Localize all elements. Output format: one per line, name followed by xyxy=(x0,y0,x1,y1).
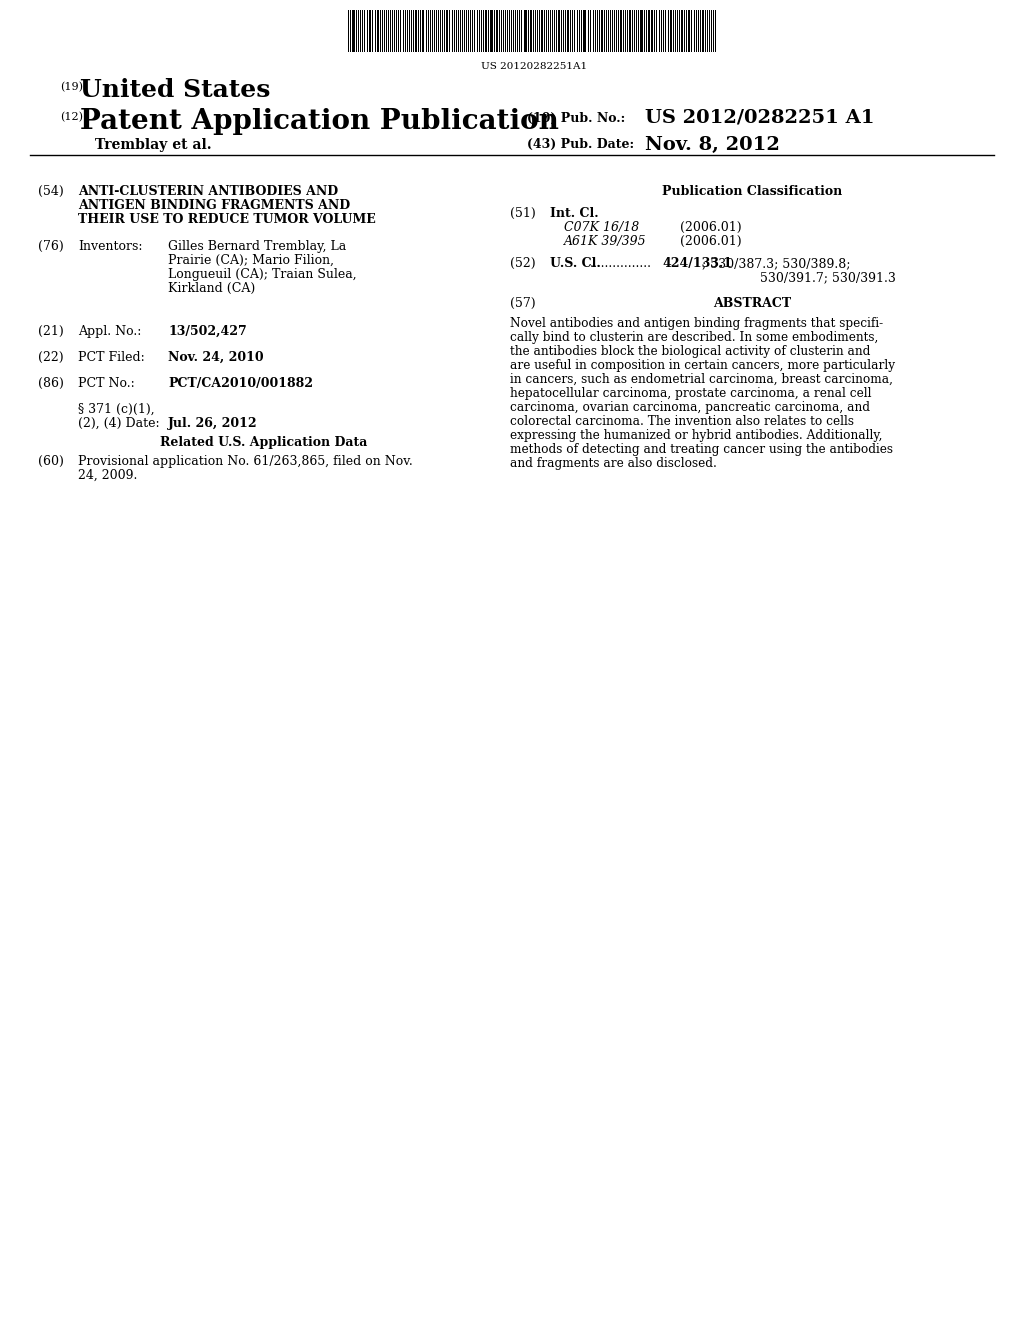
Text: C07K 16/18: C07K 16/18 xyxy=(564,220,639,234)
Bar xyxy=(688,11,690,51)
Text: (2006.01): (2006.01) xyxy=(680,220,741,234)
Bar xyxy=(601,11,603,51)
Text: Provisional application No. 61/263,865, filed on Nov.: Provisional application No. 61/263,865, … xyxy=(78,455,413,469)
Text: ANTIGEN BINDING FRAGMENTS AND: ANTIGEN BINDING FRAGMENTS AND xyxy=(78,199,350,213)
Text: 13/502,427: 13/502,427 xyxy=(168,325,247,338)
Text: in cancers, such as endometrial carcinoma, breast carcinoma,: in cancers, such as endometrial carcinom… xyxy=(510,374,893,385)
Bar xyxy=(530,11,532,51)
Bar xyxy=(485,11,487,51)
Text: Nov. 8, 2012: Nov. 8, 2012 xyxy=(645,136,780,154)
Bar xyxy=(648,11,650,51)
Text: ABSTRACT: ABSTRACT xyxy=(713,297,792,310)
Text: cally bind to clusterin are described. In some embodiments,: cally bind to clusterin are described. I… xyxy=(510,331,879,345)
Text: A61K 39/395: A61K 39/395 xyxy=(564,235,646,248)
Text: Tremblay et al.: Tremblay et al. xyxy=(95,139,212,152)
Bar xyxy=(681,11,683,51)
Bar xyxy=(422,11,424,51)
Text: are useful in composition in certain cancers, more particularly: are useful in composition in certain can… xyxy=(510,359,895,372)
Text: Nov. 24, 2010: Nov. 24, 2010 xyxy=(168,351,263,364)
Text: US 2012/0282251 A1: US 2012/0282251 A1 xyxy=(645,110,874,127)
Bar xyxy=(369,11,371,51)
Text: 24, 2009.: 24, 2009. xyxy=(78,469,137,482)
Text: (76): (76) xyxy=(38,240,63,253)
Text: THEIR USE TO REDUCE TUMOR VOLUME: THEIR USE TO REDUCE TUMOR VOLUME xyxy=(78,213,376,226)
Text: ANTI-CLUSTERIN ANTIBODIES AND: ANTI-CLUSTERIN ANTIBODIES AND xyxy=(78,185,338,198)
Text: Patent Application Publication: Patent Application Publication xyxy=(80,108,559,135)
Text: Appl. No.:: Appl. No.: xyxy=(78,325,141,338)
Text: (21): (21) xyxy=(38,325,63,338)
Text: (57): (57) xyxy=(510,297,536,310)
Bar xyxy=(524,11,527,51)
Bar xyxy=(352,11,355,51)
Bar xyxy=(446,11,449,51)
Bar xyxy=(583,11,586,51)
Text: Gilles Bernard Tremblay, La: Gilles Bernard Tremblay, La xyxy=(168,240,346,253)
Text: Jul. 26, 2012: Jul. 26, 2012 xyxy=(168,417,258,430)
Text: (2006.01): (2006.01) xyxy=(680,235,741,248)
Bar xyxy=(670,11,672,51)
Text: Inventors:: Inventors: xyxy=(78,240,142,253)
Bar xyxy=(629,11,631,51)
Text: (51): (51) xyxy=(510,207,536,220)
Text: (52): (52) xyxy=(510,257,536,271)
Text: Kirkland (CA): Kirkland (CA) xyxy=(168,282,255,294)
Text: 424/133.1: 424/133.1 xyxy=(662,257,732,271)
Text: (86): (86) xyxy=(38,378,63,389)
Text: carcinoma, ovarian carcinoma, pancreatic carcinoma, and: carcinoma, ovarian carcinoma, pancreatic… xyxy=(510,401,870,414)
Text: (54): (54) xyxy=(38,185,63,198)
Text: expressing the humanized or hybrid antibodies. Additionally,: expressing the humanized or hybrid antib… xyxy=(510,429,883,442)
Text: Publication Classification: Publication Classification xyxy=(662,185,842,198)
Text: 530/391.7; 530/391.3: 530/391.7; 530/391.3 xyxy=(760,271,896,284)
Text: (10) Pub. No.:: (10) Pub. No.: xyxy=(527,112,626,125)
Bar xyxy=(496,11,498,51)
Text: United States: United States xyxy=(80,78,270,102)
Text: PCT Filed:: PCT Filed: xyxy=(78,351,144,364)
Text: the antibodies block the biological activity of clusterin and: the antibodies block the biological acti… xyxy=(510,345,870,358)
Text: Longueuil (CA); Traian Sulea,: Longueuil (CA); Traian Sulea, xyxy=(168,268,356,281)
Text: and fragments are also disclosed.: and fragments are also disclosed. xyxy=(510,457,717,470)
Text: (12): (12) xyxy=(60,112,83,123)
Text: colorectal carcinoma. The invention also relates to cells: colorectal carcinoma. The invention also… xyxy=(510,414,854,428)
Text: (2), (4) Date:: (2), (4) Date: xyxy=(78,417,160,430)
Text: (19): (19) xyxy=(60,82,83,92)
Text: U.S. Cl.: U.S. Cl. xyxy=(550,257,601,271)
Text: PCT No.:: PCT No.: xyxy=(78,378,135,389)
Text: Novel antibodies and antigen binding fragments that specifi-: Novel antibodies and antigen binding fra… xyxy=(510,317,883,330)
Text: ................: ................ xyxy=(590,257,652,271)
Bar xyxy=(651,11,653,51)
Text: (60): (60) xyxy=(38,455,63,469)
Text: US 20120282251A1: US 20120282251A1 xyxy=(481,62,587,71)
Bar xyxy=(620,11,622,51)
Text: methods of detecting and treating cancer using the antibodies: methods of detecting and treating cancer… xyxy=(510,444,893,455)
Text: Int. Cl.: Int. Cl. xyxy=(550,207,599,220)
Bar xyxy=(567,11,569,51)
Text: PCT/CA2010/001882: PCT/CA2010/001882 xyxy=(168,378,313,389)
Bar xyxy=(490,11,493,51)
Text: hepatocellular carcinoma, prostate carcinoma, a renal cell: hepatocellular carcinoma, prostate carci… xyxy=(510,387,871,400)
Text: Related U.S. Application Data: Related U.S. Application Data xyxy=(161,436,368,449)
Bar xyxy=(702,11,705,51)
Text: § 371 (c)(1),: § 371 (c)(1), xyxy=(78,403,155,416)
Text: Prairie (CA); Mario Filion,: Prairie (CA); Mario Filion, xyxy=(168,253,334,267)
Text: (22): (22) xyxy=(38,351,63,364)
Bar xyxy=(640,11,643,51)
Bar xyxy=(415,11,417,51)
Bar xyxy=(377,11,379,51)
Text: (43) Pub. Date:: (43) Pub. Date: xyxy=(527,139,634,150)
Bar xyxy=(558,11,560,51)
Text: ; 530/387.3; 530/389.8;: ; 530/387.3; 530/389.8; xyxy=(702,257,851,271)
Bar xyxy=(541,11,543,51)
